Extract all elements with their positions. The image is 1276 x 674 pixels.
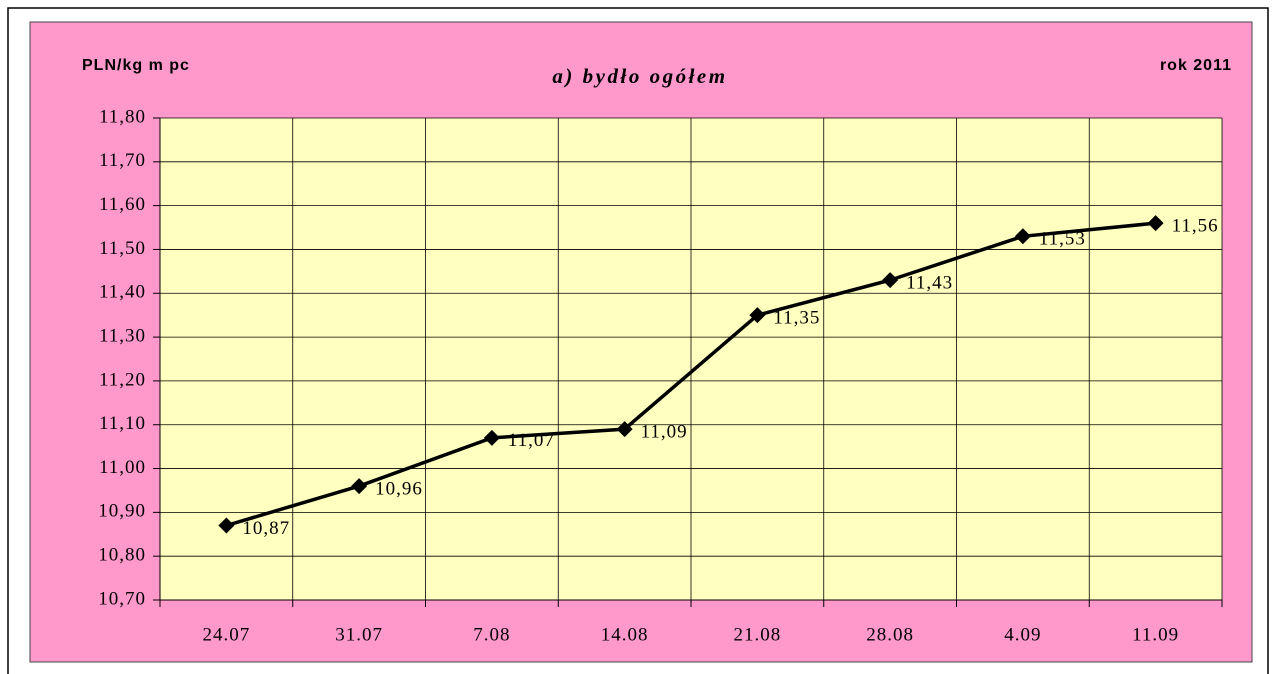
y-tick-label: 11,50 bbox=[99, 238, 146, 259]
y-tick-label: 10,90 bbox=[98, 501, 146, 522]
y-tick-label: 11,40 bbox=[99, 282, 146, 303]
data-label: 11,09 bbox=[641, 421, 688, 442]
y-axis-label: PLN/kg m pc bbox=[82, 57, 190, 74]
y-tick-label: 11,60 bbox=[99, 194, 146, 215]
x-tick-label: 31.07 bbox=[335, 624, 383, 645]
marker bbox=[218, 517, 235, 534]
y-tick-label: 10,80 bbox=[98, 545, 146, 566]
marker bbox=[1147, 215, 1164, 232]
line bbox=[225, 221, 1156, 528]
data-label: 10,87 bbox=[242, 518, 290, 539]
marker bbox=[351, 478, 368, 495]
data-label: 11,56 bbox=[1172, 216, 1219, 237]
data-label: 11,53 bbox=[1039, 229, 1086, 250]
data-label: 11,35 bbox=[773, 308, 820, 329]
y-tick-label: 11,00 bbox=[99, 457, 146, 478]
y-tick-label: 11,70 bbox=[99, 150, 146, 171]
x-tick-label: 4.09 bbox=[1004, 624, 1041, 645]
y-tick-label: 11,20 bbox=[99, 369, 146, 390]
y-tick-label: 11,80 bbox=[99, 106, 146, 127]
y-tick-label: 11,10 bbox=[99, 413, 146, 434]
chart-title: a) bydło ogółem bbox=[552, 64, 727, 88]
annotation: rok 2011 bbox=[1160, 57, 1232, 74]
data-label: 11,43 bbox=[906, 272, 953, 293]
y-tick-label: 11,30 bbox=[99, 325, 146, 346]
x-tick-label: 7.08 bbox=[473, 624, 510, 645]
x-tick-label: 14.08 bbox=[601, 624, 649, 645]
x-tick-label: 21.08 bbox=[734, 624, 782, 645]
x-tick-label: 11.09 bbox=[1132, 624, 1179, 645]
x-tick-label: 24.07 bbox=[203, 624, 251, 645]
marker bbox=[616, 421, 633, 438]
data-label: 10,96 bbox=[375, 478, 423, 499]
data-label: 11,07 bbox=[508, 430, 555, 451]
x-tick-label: 28.08 bbox=[866, 624, 914, 645]
marker bbox=[882, 272, 899, 289]
y-tick-label: 10,70 bbox=[98, 588, 146, 609]
marker bbox=[483, 429, 500, 446]
marker bbox=[749, 307, 766, 324]
frame bbox=[7, 7, 1269, 674]
marker bbox=[1014, 228, 1031, 245]
